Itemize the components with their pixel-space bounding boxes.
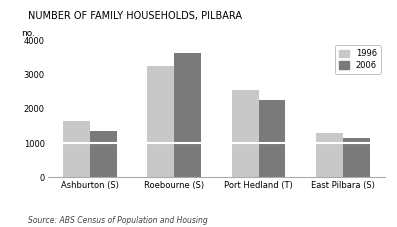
Bar [147,143,174,177]
Legend: 1996, 2006: 1996, 2006 [335,45,381,74]
Bar [231,90,258,143]
Bar [174,53,201,143]
Bar [231,143,258,177]
Bar [258,143,285,177]
Text: Source: ABS Census of Population and Housing: Source: ABS Census of Population and Hou… [28,216,208,225]
Bar [316,133,343,143]
Bar [63,143,90,177]
Bar [90,143,117,177]
Bar [147,67,174,143]
Bar [90,131,117,143]
Bar [174,143,201,177]
Bar [316,143,343,177]
Text: no.: no. [21,29,35,38]
Bar [258,100,285,143]
Text: NUMBER OF FAMILY HOUSEHOLDS, PILBARA: NUMBER OF FAMILY HOUSEHOLDS, PILBARA [28,11,242,21]
Bar [343,143,370,177]
Bar [63,121,90,143]
Bar [343,138,370,143]
